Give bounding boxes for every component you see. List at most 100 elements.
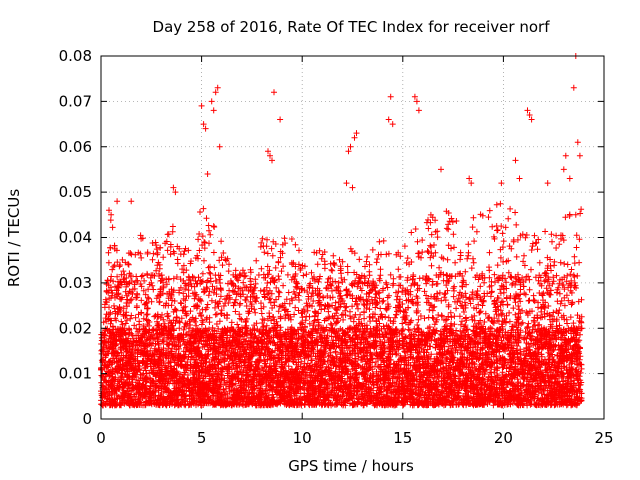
data-point: [494, 262, 501, 269]
data-point: [473, 228, 480, 235]
data-point: [487, 293, 494, 300]
data-point: [404, 255, 411, 262]
data-point: [534, 246, 541, 253]
data-point: [127, 315, 134, 322]
data-point: [481, 279, 488, 286]
data-point: [156, 298, 163, 305]
data-point: [528, 247, 535, 253]
data-point: [125, 260, 132, 267]
data-point: [457, 256, 464, 263]
data-point: [124, 317, 130, 324]
data-point: [247, 275, 254, 282]
data-point: [201, 245, 208, 252]
data-point: [351, 250, 358, 257]
data-point: [465, 241, 472, 248]
data-point: [438, 297, 445, 304]
data-point: [355, 305, 361, 312]
data-point: [329, 287, 335, 294]
data-point: [193, 322, 200, 329]
data-point: [330, 260, 337, 267]
data-point: [470, 255, 476, 262]
data-point: [285, 289, 292, 296]
data-point: [462, 268, 469, 275]
data-point: [438, 254, 445, 261]
data-point: [556, 280, 563, 287]
data-point: [258, 265, 265, 272]
data-point: [392, 314, 398, 321]
data-point: [336, 256, 343, 263]
data-point: [292, 241, 299, 248]
data-point: [502, 224, 509, 231]
data-point: [138, 297, 145, 304]
data-point: [549, 238, 555, 245]
data-point: [474, 288, 481, 294]
data-point: [450, 231, 457, 238]
data-point: [133, 273, 140, 280]
data-point: [344, 269, 351, 276]
data-point: [144, 311, 151, 318]
data-point: [275, 293, 282, 300]
data-point: [119, 256, 126, 263]
data-point: [309, 290, 316, 297]
data-point: [348, 281, 355, 288]
x-axis-label: GPS time / hours: [288, 457, 414, 475]
data-point: [427, 254, 434, 261]
data-point: [373, 368, 380, 375]
data-point: [268, 245, 275, 252]
data-point: [366, 261, 373, 268]
data-point: [303, 271, 310, 278]
data-point: [264, 280, 271, 286]
data-point: [318, 306, 325, 313]
data-point: [498, 311, 505, 318]
data-point: [522, 234, 529, 241]
data-point: [513, 221, 520, 228]
data-point: [564, 261, 571, 268]
data-point: [550, 309, 557, 316]
data-point: [259, 235, 266, 242]
data-point: [396, 274, 403, 280]
data-point: [452, 259, 459, 266]
data-point: [564, 320, 571, 327]
data-point: [206, 227, 212, 234]
data-point: [210, 249, 217, 256]
data-point: [374, 256, 381, 262]
data-point: [199, 278, 206, 285]
data-point: [576, 236, 583, 243]
data-point: [486, 264, 492, 271]
data-point: [309, 303, 315, 310]
data-point: [329, 267, 336, 274]
data-point: [347, 245, 354, 252]
data-point: [105, 259, 112, 266]
data-point: [379, 298, 386, 305]
data-point: [369, 246, 376, 253]
data-point: [150, 250, 157, 257]
data-point: [314, 261, 321, 268]
data-point: [536, 259, 543, 266]
data-point: [207, 263, 213, 270]
data-point: [199, 270, 206, 277]
data-point: [237, 300, 244, 307]
data-point: [456, 313, 463, 320]
data-point: [206, 269, 213, 276]
data-point: [566, 212, 573, 219]
data-point: [556, 241, 563, 248]
data-point: [376, 238, 383, 245]
data-point: [561, 260, 568, 267]
data-point: [226, 261, 232, 268]
data-point: [528, 266, 534, 273]
data-point: [211, 224, 218, 230]
data-point: [153, 246, 160, 253]
data-point: [236, 311, 243, 318]
data-point: [444, 256, 451, 263]
data-point: [425, 225, 432, 232]
data-point: [150, 286, 157, 293]
data-point: [298, 358, 305, 365]
data-point: [138, 273, 145, 280]
data-point: [481, 319, 488, 325]
data-point: [457, 249, 464, 256]
data-point: [232, 308, 239, 315]
data-point: [441, 291, 448, 298]
data-point: [383, 281, 390, 288]
data-point: [134, 277, 141, 284]
y-axis-label: ROTI / TECUs: [5, 189, 23, 287]
